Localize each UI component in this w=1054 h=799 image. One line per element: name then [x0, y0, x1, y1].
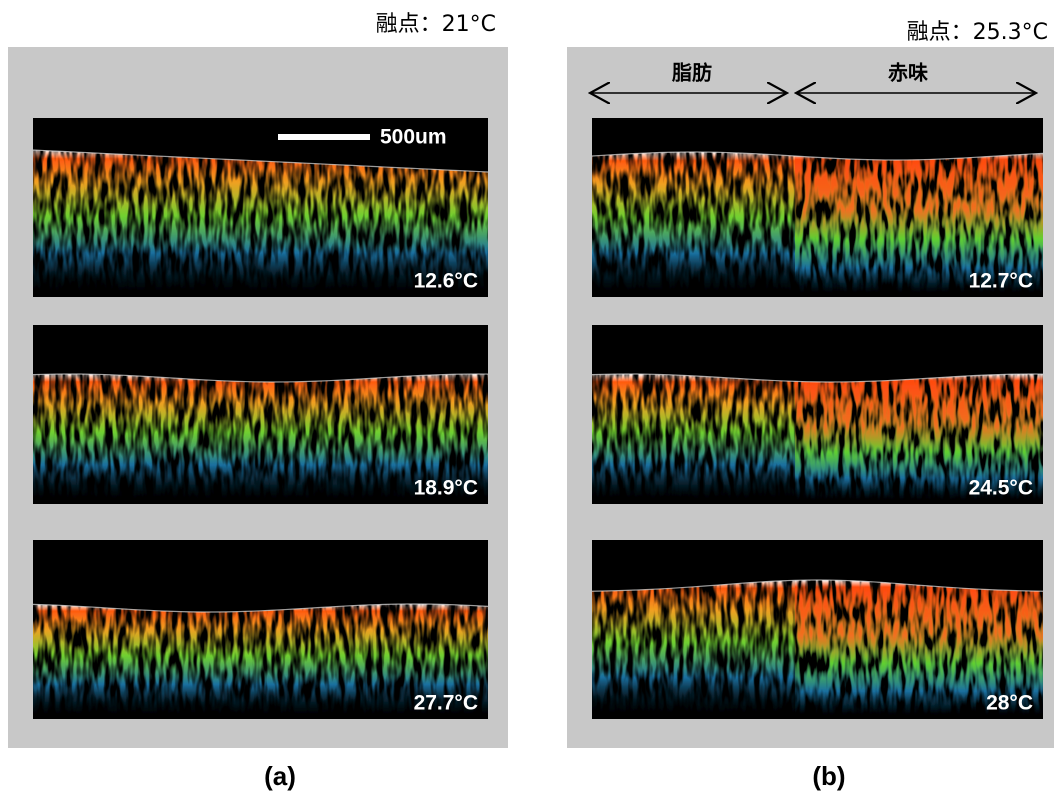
region-label: 赤味: [888, 61, 928, 85]
panel-caption: (a): [264, 761, 296, 791]
oct-image: 12.6°C: [32, 118, 489, 297]
oct-image: 28°C: [591, 540, 1044, 719]
surface-line: [591, 151, 1044, 161]
temperature-label: 24.5°C: [969, 477, 1033, 500]
surface-line: [591, 579, 1044, 592]
panel-caption: (b): [812, 761, 845, 791]
speckle-band: [794, 580, 1043, 719]
surface-line: [32, 373, 489, 383]
region-label: 脂肪: [672, 61, 712, 85]
oct-image: 24.5°C: [591, 325, 1044, 504]
tissue-lean: [794, 580, 1043, 719]
tissue: [33, 150, 488, 297]
oct-image: 27.7°C: [32, 540, 489, 719]
tissue: [33, 604, 488, 719]
surface-line: [591, 373, 1044, 383]
scale-bar: [278, 134, 370, 140]
surface-line: [32, 149, 489, 173]
speckle-band: [794, 374, 1043, 504]
tissue-lean: [794, 153, 1043, 297]
oct-image: 12.7°C: [591, 118, 1044, 297]
speckle-band: [33, 150, 488, 297]
temperature-label: 28°C: [986, 692, 1033, 715]
temperature-label: 12.7°C: [969, 270, 1033, 293]
temperature-label: 27.7°C: [414, 692, 478, 715]
melting-point: 融点：25.3°C: [907, 20, 1048, 45]
melting-point: 融点：21°C: [376, 12, 496, 37]
speckle-band: [794, 153, 1043, 297]
surface-line: [32, 603, 489, 613]
temperature-label: 12.6°C: [414, 270, 478, 293]
tissue-lean: [794, 374, 1043, 504]
oct-image: 18.9°C: [32, 325, 489, 504]
speckle-band: [33, 374, 488, 504]
tissue: [33, 374, 488, 504]
speckle-band: [33, 604, 488, 719]
scale-bar-label: 500um: [380, 126, 447, 149]
temperature-label: 18.9°C: [414, 477, 478, 500]
